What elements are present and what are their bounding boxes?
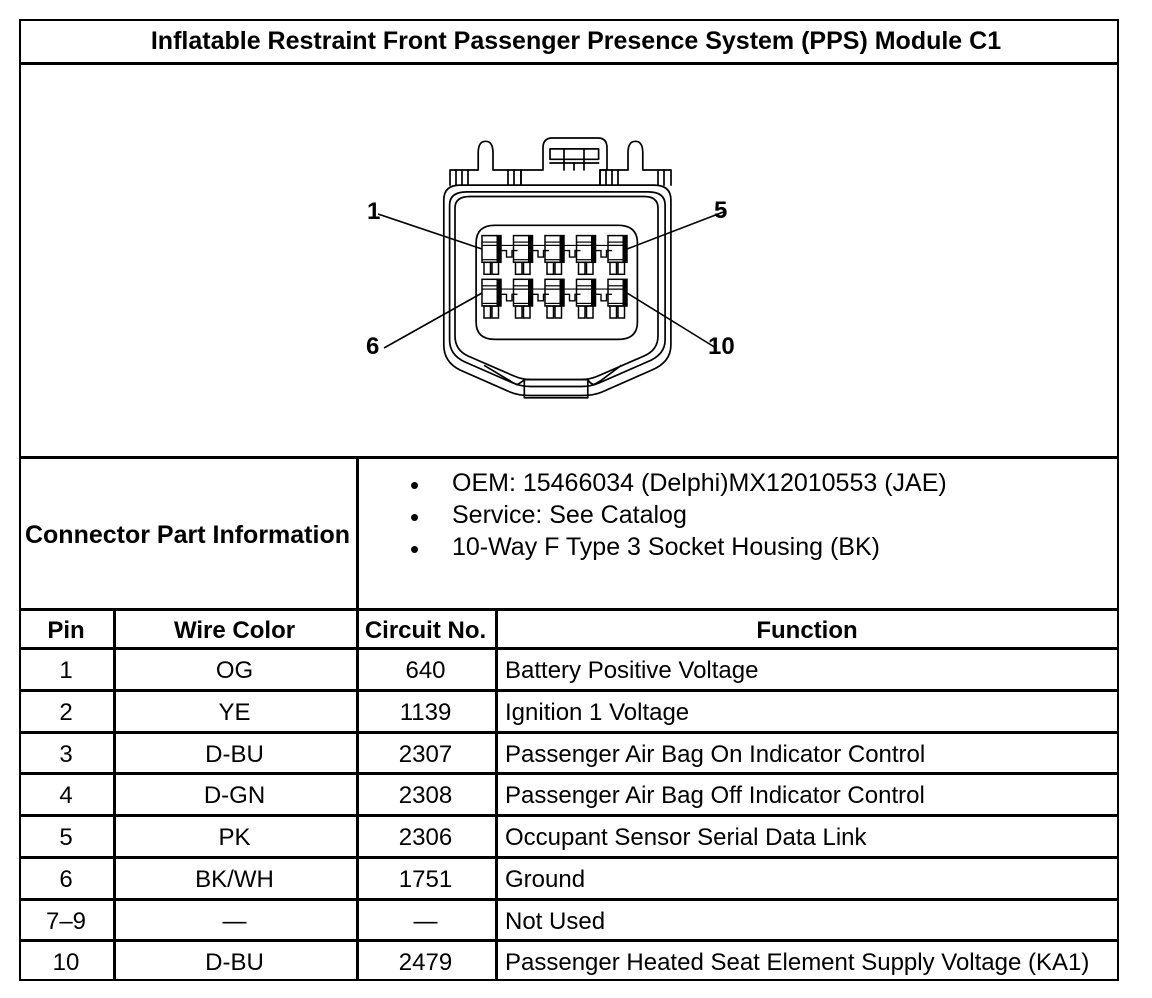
svg-text:1: 1 — [367, 198, 380, 225]
svg-text:5: 5 — [714, 197, 727, 224]
svg-text:6: 6 — [366, 333, 379, 360]
svg-text:10: 10 — [708, 333, 735, 360]
